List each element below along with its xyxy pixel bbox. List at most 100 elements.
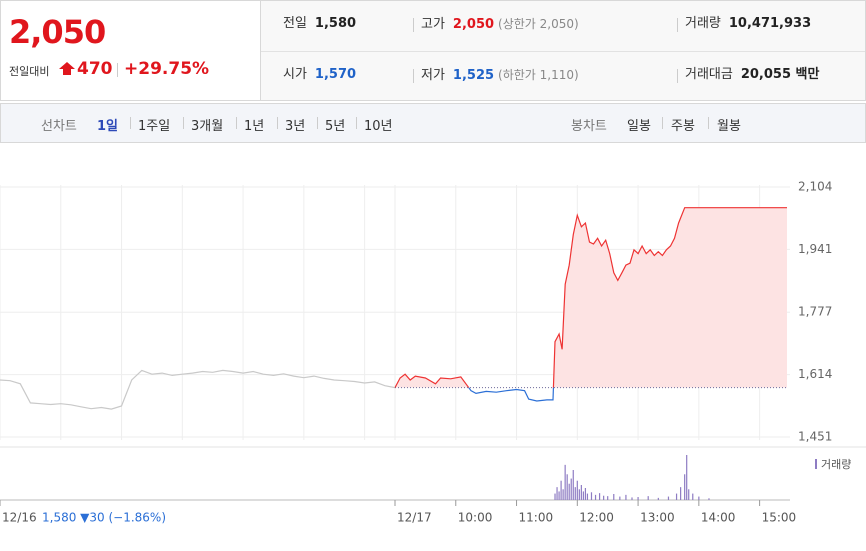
stat-value: 1,525 bbox=[452, 68, 495, 83]
volume-bar bbox=[613, 494, 615, 500]
volume-bar bbox=[680, 487, 682, 500]
stats-row: 시가 1,570 저가 1,525 (하한가 1,110) 거래대금 20,055 백만 bbox=[261, 51, 865, 102]
tab[interactable]: 3개월 bbox=[191, 119, 224, 134]
legend-label: 거래량 bbox=[821, 458, 851, 471]
up-arrow bbox=[59, 62, 75, 75]
volume-bar bbox=[619, 496, 621, 500]
volume-bar bbox=[586, 493, 589, 500]
x-tick-label: 12:00 bbox=[579, 511, 614, 525]
change-label: 전일대비 bbox=[9, 65, 50, 78]
separator bbox=[317, 117, 318, 129]
volume-bar bbox=[625, 494, 627, 500]
legend-swatch bbox=[815, 459, 817, 469]
separator bbox=[708, 117, 709, 129]
separator bbox=[662, 117, 663, 129]
separator bbox=[677, 69, 678, 83]
tab[interactable]: 주봉 bbox=[671, 119, 695, 134]
stat: 저가 1,525 (하한가 1,110) bbox=[421, 52, 579, 102]
change: 470 bbox=[77, 59, 113, 79]
tab-group-label: 봉차트 bbox=[571, 119, 607, 134]
stat-value: 1,580 bbox=[314, 16, 357, 31]
x-tick-label: 13:00 bbox=[640, 511, 675, 525]
chart-tabs: 선차트 1일 1주일 3개월 1년 3년 5년 10년 봉차트 일봉 주봉 월봉 bbox=[0, 103, 866, 143]
stat-value: 1,570 bbox=[314, 67, 357, 82]
volume-bar bbox=[657, 497, 659, 500]
volume-bar bbox=[631, 497, 633, 500]
price-area bbox=[395, 207, 787, 388]
volume-bar bbox=[574, 487, 576, 500]
tab[interactable]: 3년 bbox=[285, 119, 306, 134]
stat-label: 저가 bbox=[421, 68, 445, 83]
volume-bar bbox=[594, 494, 597, 500]
tab[interactable]: 1주일 bbox=[138, 119, 171, 134]
x-tick-label: 10:00 bbox=[458, 511, 493, 525]
stat: 거래대금 20,055 백만 bbox=[685, 52, 819, 102]
volume-bar bbox=[584, 488, 587, 500]
volume-bar bbox=[568, 483, 570, 500]
separator bbox=[413, 69, 414, 83]
volume-bar bbox=[566, 474, 568, 500]
y-tick-label: 1,451 bbox=[798, 430, 832, 444]
separator bbox=[117, 63, 118, 77]
volume-bar bbox=[598, 493, 601, 500]
y-tick-label: 1,777 bbox=[798, 305, 832, 319]
x-tick-label: 14:00 bbox=[701, 511, 736, 525]
stats-panel: 전일 1,580 고가 2,050 (상한가 2,050) 거래량 10,471,933 시가… bbox=[261, 1, 865, 100]
volume-bar bbox=[564, 464, 566, 500]
price-line bbox=[394, 207, 787, 388]
stat-note: (상한가 2,050) bbox=[498, 17, 579, 31]
volume-bar bbox=[576, 480, 578, 500]
volume-bar bbox=[686, 455, 688, 500]
separator bbox=[677, 18, 678, 32]
volume-bar bbox=[684, 474, 686, 500]
x-tick-label: 12/17 bbox=[397, 511, 432, 525]
tab[interactable]: 5년 bbox=[325, 119, 346, 134]
volume-bar bbox=[558, 491, 560, 500]
volume-bar bbox=[554, 493, 556, 500]
volume-bar bbox=[572, 470, 574, 500]
tab[interactable]: 일봉 bbox=[627, 119, 651, 134]
x-tick-label: 15:00 bbox=[762, 511, 797, 525]
volume-bar bbox=[562, 489, 564, 500]
x-tick-label: 11:00 bbox=[519, 511, 554, 525]
volume-bar bbox=[708, 498, 710, 500]
tab[interactable]: 1일 bbox=[97, 119, 119, 134]
stat-value: 20,055 백만 bbox=[740, 67, 820, 82]
stat-label: 전일 bbox=[283, 16, 307, 31]
change-pct: +29.75% bbox=[124, 59, 210, 79]
volume-bar bbox=[580, 485, 582, 500]
current-price: 2,050 bbox=[9, 13, 106, 51]
stat: 전일 1,580 bbox=[283, 1, 356, 51]
tab[interactable]: 월봉 bbox=[717, 119, 741, 134]
stat-label: 고가 bbox=[421, 17, 445, 32]
volume-bar bbox=[607, 496, 609, 500]
stat-note: (하한가 1,110) bbox=[498, 68, 579, 82]
separator bbox=[356, 117, 357, 129]
volume-bar bbox=[578, 489, 580, 500]
y-tick-label: 2,104 bbox=[798, 180, 832, 194]
separator bbox=[277, 117, 278, 129]
tab[interactable]: 1년 bbox=[244, 119, 265, 134]
stat-label: 거래대금 bbox=[685, 67, 733, 82]
stat: 시가 1,570 bbox=[283, 52, 356, 102]
stat: 거래량 10,471,933 bbox=[685, 1, 811, 51]
stat: 고가 2,050 (상한가 2,050) bbox=[421, 1, 579, 51]
x-tick-label: 12/16 bbox=[2, 511, 37, 525]
price-line bbox=[0, 369, 396, 410]
volume-bar bbox=[603, 495, 605, 500]
separator bbox=[130, 117, 131, 129]
stat-label: 시가 bbox=[283, 67, 307, 82]
volume-bar bbox=[667, 496, 670, 500]
separator bbox=[183, 117, 184, 129]
volume-bar bbox=[637, 497, 639, 500]
stat-label: 거래량 bbox=[685, 16, 721, 31]
quote-header: 2,050 전일대비 470 +29.75% 전일 1,580 고가 2,050 (상한… bbox=[0, 0, 866, 101]
volume-bar bbox=[692, 493, 694, 500]
tab[interactable]: 10년 bbox=[364, 119, 393, 134]
volume-bar bbox=[582, 491, 584, 500]
stat-value: 10,471,933 bbox=[728, 16, 812, 31]
volume-bar bbox=[570, 478, 572, 500]
volume-bar bbox=[698, 496, 700, 500]
